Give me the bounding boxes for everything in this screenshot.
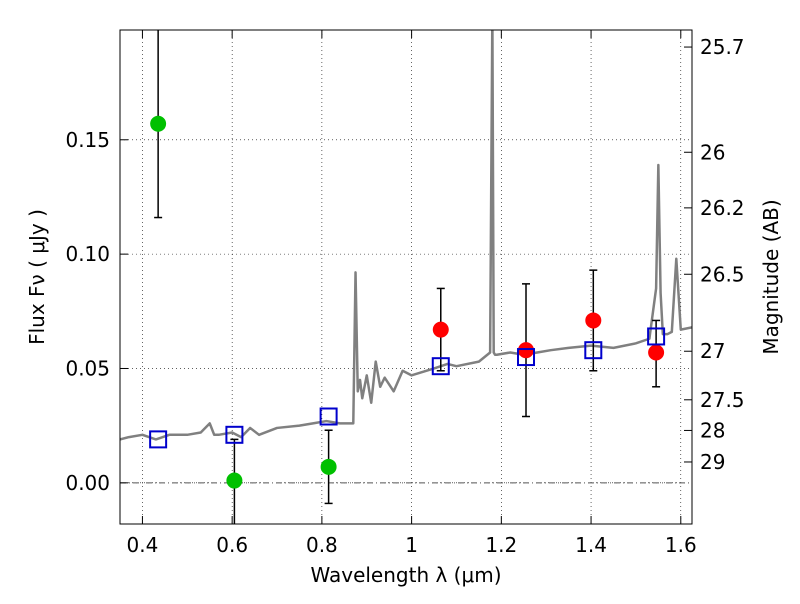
- y-tick-label: 0.10: [65, 242, 110, 266]
- x-tick-label: 0.6: [216, 533, 248, 557]
- x-tick-label: 0.8: [306, 533, 338, 557]
- grid: [120, 30, 692, 524]
- model-photometry-square: [431, 357, 450, 376]
- green-data-point: [320, 458, 337, 475]
- x-axis-label: Wavelength λ (μm): [310, 563, 501, 587]
- y-axis: 0.00 0.05 0.10 0.15: [65, 128, 128, 495]
- x-tick-label: 1.2: [485, 533, 517, 557]
- model-photometry-square: [319, 407, 338, 426]
- magnitude-tick-label: 26.2: [700, 196, 745, 220]
- model-photometry-square: [225, 425, 244, 444]
- magnitude-axis-label: Magnitude (AB): [759, 199, 783, 354]
- x-tick-label: 1: [405, 533, 418, 557]
- green-data-point: [150, 115, 167, 132]
- y-tick-label: 0.00: [65, 471, 110, 495]
- model-photometry-square: [584, 341, 603, 360]
- plot-frame: [119, 29, 693, 525]
- y-tick-label: 0.05: [65, 356, 110, 380]
- red-data-point: [432, 321, 449, 338]
- y-axis-label: Flux Fν ( μJy ): [25, 209, 49, 345]
- magnitude-tick-label: 25.7: [700, 35, 745, 59]
- x-tick-label: 1.6: [665, 533, 697, 557]
- magnitude-tick-label: 28: [700, 418, 725, 442]
- x-axis: 0.4 0.6 0.8 1 1.2 1.4 1.6: [127, 30, 697, 557]
- magnitude-tick-label: 29: [700, 450, 725, 474]
- model-photometry-square: [517, 348, 536, 367]
- magnitude-tick-label: 26: [700, 140, 725, 164]
- red-data-point: [518, 342, 535, 359]
- plot-area: [120, 30, 692, 524]
- red-data-point: [585, 312, 602, 329]
- model-spectrum-line: [120, 30, 692, 441]
- y-tick-label: 0.15: [65, 128, 110, 152]
- model-photometry-square: [149, 430, 168, 449]
- x-tick-label: 0.4: [127, 533, 159, 557]
- model-photometry-square: [647, 327, 666, 346]
- x-tick-label: 1.4: [575, 533, 607, 557]
- red-data-point: [648, 344, 665, 361]
- green-data-point: [226, 472, 243, 489]
- magnitude-axis: 25.7 26 26.2 26.5 27 27.5 28 29: [684, 35, 745, 474]
- magnitude-tick-label: 27.5: [700, 388, 745, 412]
- magnitude-tick-label: 27: [700, 339, 725, 363]
- magnitude-tick-label: 26.5: [700, 262, 745, 286]
